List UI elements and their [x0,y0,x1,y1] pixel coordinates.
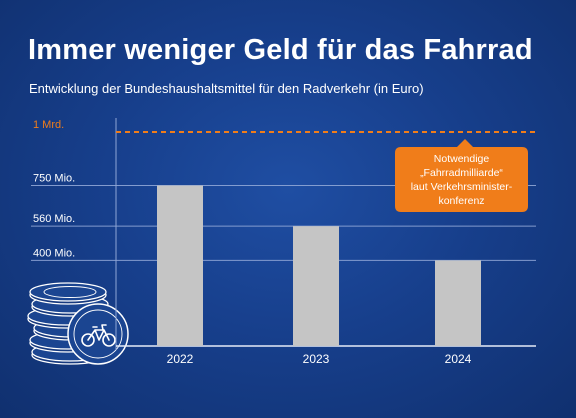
page-subtitle: Entwicklung der Bundeshaushaltsmittel fü… [29,81,424,96]
x-tick-label: 2023 [303,352,330,366]
page-title: Immer weniger Geld für das Fahrrad [28,34,533,66]
coin-front [67,303,129,365]
callout-text: laut Verkehrsminister- [411,181,513,193]
bicycle-wheel [81,333,95,347]
bar-2023 [293,226,339,346]
x-tick-label: 2024 [445,352,472,366]
coin-stack-bicycle-icon [27,282,129,365]
bar-2022 [157,185,203,346]
y-tick-label: 750 Mio. [33,173,75,185]
target-callout: Notwendige „Fahrradmilliarde“ laut Verkehr… [395,139,528,212]
coin-rim [43,286,97,298]
y-tick-label: 1 Mrd. [33,119,64,131]
callout-box [395,139,528,212]
coin-front-rim [73,309,123,359]
x-tick-label: 2022 [167,352,194,366]
callout-text: „Fahrradmilliarde“ [420,167,503,179]
coin [29,282,107,302]
bicycle-wheel [102,333,116,347]
bicycle-frame [87,324,110,341]
callout-text: Notwendige [434,153,490,165]
y-tick-label: 560 Mio. [33,213,75,225]
bicycle-icon [81,324,116,347]
bar-2024 [435,260,481,346]
callout-text: konferenz [438,195,484,207]
y-tick-label: 400 Mio. [33,247,75,259]
